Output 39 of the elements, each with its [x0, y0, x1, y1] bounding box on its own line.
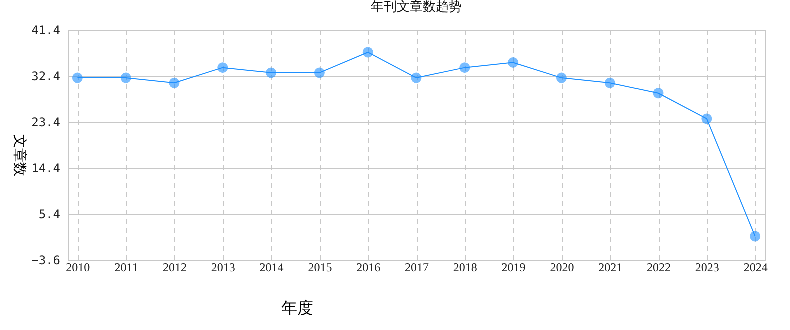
point — [556, 72, 567, 84]
point — [411, 72, 422, 84]
x-tick-label: 2017 — [405, 260, 429, 274]
point — [266, 68, 277, 78]
x-axis-title: 年度 — [282, 300, 314, 318]
y-tick-label: 41.4 — [32, 24, 60, 38]
point — [120, 72, 132, 84]
point — [362, 47, 374, 58]
x-tick-label: 2011 — [114, 260, 138, 274]
x-tick-label: 2024 — [744, 260, 768, 274]
x-tick-label: 2022 — [647, 260, 672, 274]
point — [750, 231, 761, 242]
x-tick-label: 2013 — [211, 260, 236, 274]
x-tick-label: 2012 — [162, 260, 187, 274]
x-tick-label: 2018 — [453, 260, 478, 274]
x-tick-label: 2016 — [356, 260, 381, 274]
point — [169, 78, 180, 88]
y-tick-label: 5.4 — [38, 208, 60, 222]
x-tick-label: 2021 — [598, 260, 623, 274]
x-tick-label: 2023 — [695, 260, 720, 274]
x-tick-label: 2014 — [260, 260, 284, 274]
x-tick-label: 2010 — [66, 260, 90, 274]
y-tick-label: 32.4 — [32, 70, 60, 84]
point — [653, 88, 664, 99]
point — [604, 78, 616, 88]
x-tick-label: 2020 — [550, 260, 574, 274]
point — [218, 62, 228, 74]
y-axis-title: 文章数 — [12, 134, 28, 176]
point — [460, 62, 470, 74]
y-tick-label: 23.4 — [32, 116, 60, 130]
x-tick-label: 2019 — [502, 260, 526, 274]
y-tick-label: 14.4 — [32, 162, 60, 176]
point — [702, 114, 712, 124]
x-tick-label: 2015 — [308, 260, 332, 274]
point — [508, 57, 519, 68]
chart-title: 年刊文章数趋势 — [371, 0, 462, 14]
point — [314, 68, 325, 78]
point — [72, 72, 83, 84]
y-tick-label: −3.6 — [32, 254, 60, 268]
